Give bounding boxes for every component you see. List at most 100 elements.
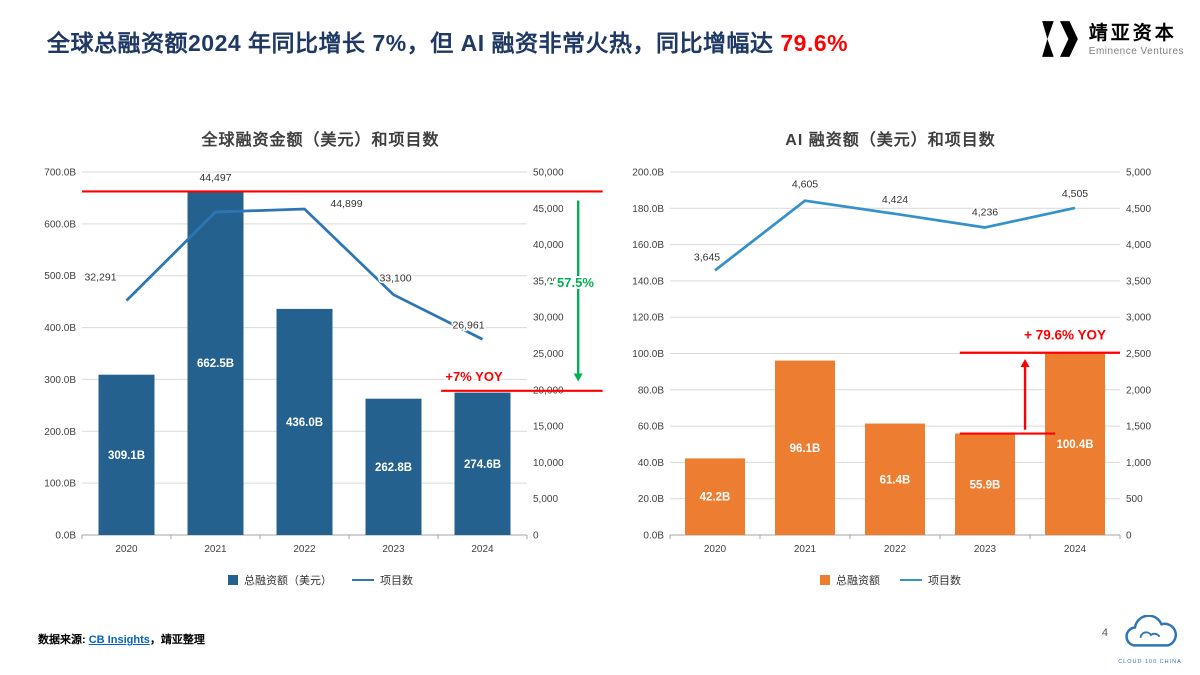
annotation-arrow-head <box>573 373 583 382</box>
left-axis-tick-label: 200.0B <box>44 427 76 438</box>
bar-label: 436.0B <box>286 417 323 429</box>
category-label: 2024 <box>1064 544 1087 555</box>
source-suffix: ，靖亚整理 <box>149 634 205 646</box>
chart-title-ai: AI 融资额（美元）和项目数 <box>785 132 996 149</box>
legend-label: 项目数 <box>380 575 413 587</box>
line-point-label: 4,424 <box>882 194 908 206</box>
left-axis-tick-label: 20.0B <box>638 494 664 505</box>
right-axis-tick-label: 0 <box>1126 531 1132 542</box>
line-point-label: 4,605 <box>792 179 818 191</box>
line-point-label: 44,899 <box>330 198 362 210</box>
chart-title-global: 全球融资金额（美元）和项目数 <box>201 132 440 149</box>
line-point-label: 3,645 <box>694 251 720 263</box>
left-axis-tick-label: 300.0B <box>44 375 76 386</box>
page-number: 4 <box>1101 627 1108 639</box>
right-axis-tick-label: 40,000 <box>533 240 564 251</box>
cloud100-caption: CLOUD 100 CHINA <box>1118 659 1182 665</box>
category-label: 2020 <box>704 544 727 555</box>
right-axis-tick-label: 3,000 <box>1126 313 1151 324</box>
left-axis-tick-label: 180.0B <box>632 204 664 215</box>
bar-2024 <box>454 392 511 535</box>
left-axis-tick-label: 0.0B <box>643 531 664 542</box>
bar-2023 <box>365 398 422 535</box>
line-point-label: 44,497 <box>199 172 231 184</box>
ai-funding-svg: 0.0B 20.0B 40.0B 60.0B 80.0B 100.0B 120.0B 140.… <box>632 168 1151 556</box>
left-axis-tick-label: 600.0B <box>44 219 76 230</box>
category-label: 2022 <box>293 544 316 555</box>
right-axis-tick-label: 35,000 <box>533 276 564 287</box>
left-axis-tick-label: 140.0B <box>632 276 664 287</box>
bar-label: 42.2B <box>700 492 731 504</box>
legend-item: 项目数 <box>900 572 961 588</box>
annotation-text: + 79.6% YOY <box>1024 327 1106 342</box>
left-axis-tick-label: 60.0B <box>638 422 664 433</box>
cbinsights-link[interactable]: CB Insights <box>88 634 150 646</box>
line-point-label: 4,505 <box>1062 188 1088 200</box>
chart-ai-legend: 总融资额 项目数 <box>618 572 1163 588</box>
chart-ai-canvas: 0.0B 20.0B 40.0B 60.0B 80.0B 100.0B 120.0B 140.… <box>618 160 1163 570</box>
left-axis-tick-label: 700.0B <box>44 168 76 179</box>
right-axis-tick-label: 30,000 <box>533 313 564 324</box>
annotation-text: - 57.5% <box>549 275 594 290</box>
bar-2022 <box>865 423 925 535</box>
category-label: 2020 <box>115 544 138 555</box>
chart-global-legend: 总融资额（美元） 项目数 <box>28 572 613 588</box>
right-axis-tick-label: 5,000 <box>1126 168 1151 179</box>
legend-label: 总融资额 <box>836 575 880 587</box>
line-point-label: 33,100 <box>379 273 411 285</box>
cloud100-icon <box>1125 614 1177 647</box>
category-label: 2024 <box>471 544 494 555</box>
legend-swatch-line <box>900 578 922 582</box>
legend-swatch-bar <box>820 575 830 585</box>
bar-label: 55.9B <box>970 479 1001 491</box>
bar-2022 <box>276 308 333 535</box>
cloud100-logo: CLOUD 100 CHINA <box>1114 614 1186 665</box>
category-label: 2021 <box>794 544 817 555</box>
bar-2021 <box>775 360 835 535</box>
page-title-highlight: 79.6% <box>780 30 849 56</box>
left-axis-tick-label: 120.0B <box>632 313 664 324</box>
line-point-label: 26,961 <box>452 319 484 331</box>
source-prefix: 数据来源: <box>38 634 89 646</box>
bar-label: 274.6B <box>464 459 501 471</box>
left-axis-tick-label: 100.0B <box>632 349 664 360</box>
annotation-arrow-head <box>1020 358 1030 367</box>
trend-line <box>714 199 1076 272</box>
bar-label: 662.5B <box>197 358 234 370</box>
right-axis-tick-label: 1,000 <box>1126 458 1151 469</box>
brand-logo: 靖亚资本 Eminence Ventures <box>1039 18 1184 60</box>
chart-global-funding: 全球融资金额（美元）和项目数 0.0B 100.0B 200.0B 300.0B 400… <box>28 118 613 588</box>
left-axis-tick-label: 40.0B <box>638 458 664 469</box>
legend-item: 项目数 <box>352 572 413 588</box>
right-axis-tick-label: 4,500 <box>1126 204 1151 215</box>
global-funding-svg: 0.0B 100.0B 200.0B 300.0B 400.0B 500.0B 600.0B… <box>44 168 603 555</box>
bar-2020 <box>685 458 745 535</box>
bar-2021 <box>187 191 244 536</box>
annotation-text: +7% YOY <box>445 369 503 384</box>
left-axis-tick-label: 80.0B <box>638 385 664 396</box>
bar-2023 <box>955 433 1015 535</box>
right-axis-tick-label: 25,000 <box>533 349 564 360</box>
page-title-main: 全球总融资额2024 年同比增长 7%，但 AI 融资非常火热，同比增幅达 <box>47 30 781 56</box>
chart-ai-funding: AI 融资额（美元）和项目数 0.0B 20.0B 40.0B 60.0B 80.0B 1… <box>618 118 1163 588</box>
left-axis-tick-label: 100.0B <box>44 479 76 490</box>
right-axis-tick-label: 15,000 <box>533 422 564 433</box>
line-point-label: 32,291 <box>84 272 116 284</box>
right-axis-tick-label: 3,500 <box>1126 276 1151 287</box>
trend-line <box>125 207 484 341</box>
bar-label: 96.1B <box>790 443 821 455</box>
right-axis-tick-label: 2,500 <box>1126 349 1151 360</box>
left-axis-tick-label: 500.0B <box>44 271 76 282</box>
right-axis-tick-label: 5,000 <box>533 494 558 505</box>
brand-name-en: Eminence Ventures <box>1088 46 1184 57</box>
bar-2020 <box>98 374 155 535</box>
left-axis-tick-label: 200.0B <box>632 168 664 179</box>
bar-2024 <box>1045 352 1105 535</box>
bar-label: 262.8B <box>375 462 412 474</box>
left-axis-tick-label: 400.0B <box>44 323 76 334</box>
legend-label: 总融资额（美元） <box>244 575 332 587</box>
brand-name-cn: 靖亚资本 <box>1088 23 1177 44</box>
right-axis-tick-label: 1,500 <box>1126 422 1151 433</box>
page-title: 全球总融资额2024 年同比增长 7%，但 AI 融资非常火热，同比增幅达 79… <box>47 24 848 58</box>
